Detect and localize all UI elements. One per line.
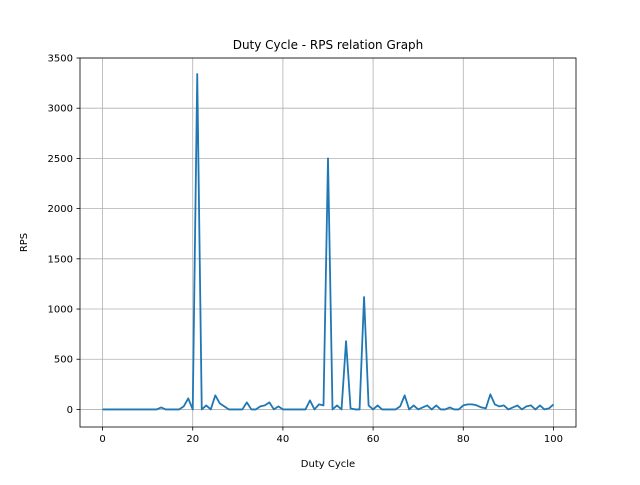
y-tick-label: 3000 [48, 104, 73, 115]
y-tick-label: 3500 [48, 54, 73, 65]
x-tick-label: 100 [544, 434, 563, 445]
y-tick-label: 2000 [48, 204, 73, 215]
x-tick-label: 0 [99, 434, 105, 445]
y-tick-label: 500 [54, 355, 73, 366]
y-tick-label: 0 [67, 405, 73, 416]
series-line [102, 73, 555, 411]
line-layer [102, 73, 555, 411]
y-tick-label: 1000 [48, 305, 73, 316]
y-axis-label: RPS [19, 233, 30, 252]
axes-frame [79, 57, 577, 428]
y-tick-label: 1500 [48, 254, 73, 265]
chart-title: Duty Cycle - RPS relation Graph [233, 38, 424, 52]
x-axis-label: Duty Cycle [301, 459, 355, 470]
x-tick-label: 80 [457, 434, 470, 445]
y-tick-label: 2500 [48, 154, 73, 165]
x-tick-label: 60 [367, 434, 380, 445]
x-tick-label: 20 [186, 434, 199, 445]
x-tick-label: 40 [277, 434, 290, 445]
